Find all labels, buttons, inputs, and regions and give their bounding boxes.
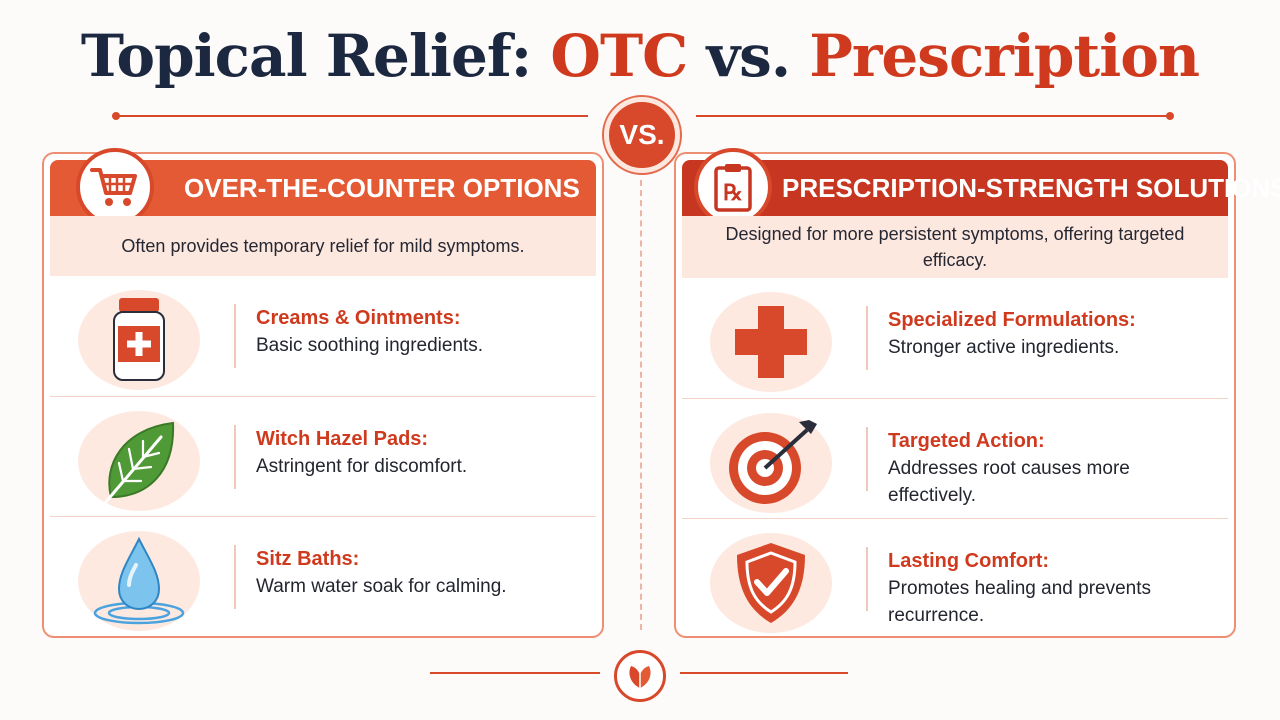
row-separator [866, 306, 868, 370]
rx-heading: PRESCRIPTION-STRENGTH SOLUTIONS [782, 172, 1280, 203]
row-text: Specialized Formulations: Stronger activ… [888, 306, 1218, 361]
item-title: Witch Hazel Pads: [256, 428, 429, 450]
title-part-vs: vs. [687, 22, 810, 90]
item-title: Lasting Comfort: [888, 550, 1050, 572]
leaves-icon [614, 650, 666, 702]
ointment-jar-icon [78, 290, 200, 390]
item-description: Addresses root causes more effectively. [888, 458, 1130, 506]
rx-intro: Designed for more persistent symptoms, o… [682, 216, 1228, 278]
vs-label: VS. [619, 119, 665, 150]
center-divider [640, 180, 642, 630]
item-description: Promotes healing and prevents recurrence… [888, 578, 1151, 626]
item-description: Stronger active ingredients. [888, 337, 1120, 358]
target-icon [710, 413, 832, 513]
row-text: Lasting Comfort: Promotes healing and pr… [888, 547, 1218, 629]
water-drop-icon [78, 531, 200, 631]
otc-intro-text: Often provides temporary relief for mild… [121, 236, 525, 256]
row-text: Creams & Ointments: Basic soothing ingre… [256, 304, 586, 359]
rule-dot-left [112, 112, 120, 120]
rx-intro-text: Designed for more persistent symptoms, o… [725, 224, 1185, 270]
item-description: Basic soothing ingredients. [256, 335, 484, 356]
title-part-1: Topical Relief: [80, 22, 551, 90]
item-title: Targeted Action: [888, 430, 1045, 452]
row-separator [234, 425, 236, 489]
list-item: Creams & Ointments: Basic soothing ingre… [50, 276, 596, 396]
row-separator [234, 545, 236, 609]
footer-rule-left [430, 672, 600, 674]
otc-intro: Often provides temporary relief for mild… [50, 216, 596, 276]
list-item: Specialized Formulations: Stronger activ… [682, 278, 1228, 398]
shield-check-icon [710, 533, 832, 633]
list-item: Lasting Comfort: Promotes healing and pr… [682, 518, 1228, 638]
item-description: Astringent for discomfort. [256, 456, 468, 477]
shopping-cart-icon [76, 148, 154, 226]
item-title: Creams & Ointments: [256, 307, 461, 329]
item-description: Warm water soak for calming. [256, 576, 507, 597]
otc-banner: OVER-THE-COUNTER OPTIONS [50, 148, 596, 226]
list-item: Witch Hazel Pads: Astringent for discomf… [50, 396, 596, 516]
list-item: Sitz Baths: Warm water soak for calming. [50, 516, 596, 636]
medical-cross-icon [710, 292, 832, 392]
title-rule-right [696, 115, 1168, 117]
leaf-icon [78, 411, 200, 511]
page-title: Topical Relief: OTC vs. Prescription [0, 22, 1280, 90]
row-separator [866, 547, 868, 611]
row-text: Sitz Baths: Warm water soak for calming. [256, 545, 586, 600]
title-rule-left [118, 115, 588, 117]
list-item: Targeted Action: Addresses root causes m… [682, 398, 1228, 518]
item-title: Specialized Formulations: [888, 309, 1136, 331]
row-separator [234, 304, 236, 368]
vs-badge: VS. [604, 97, 680, 173]
rule-dot-right [1166, 112, 1174, 120]
row-text: Witch Hazel Pads: Astringent for discomf… [256, 425, 586, 480]
otc-heading: OVER-THE-COUNTER OPTIONS [184, 172, 580, 203]
row-separator [866, 427, 868, 491]
rx-panel: ℞ PRESCRIPTION-STRENGTH SOLUTIONS Design… [674, 148, 1280, 638]
title-part-otc: OTC [550, 22, 688, 90]
item-title: Sitz Baths: [256, 548, 360, 570]
svg-text:℞: ℞ [723, 180, 743, 206]
rx-banner: ℞ PRESCRIPTION-STRENGTH SOLUTIONS [682, 148, 1280, 226]
row-text: Targeted Action: Addresses root causes m… [888, 427, 1218, 509]
title-part-prescription: Prescription [809, 22, 1200, 90]
prescription-clipboard-icon: ℞ [694, 148, 772, 226]
footer-rule-right [680, 672, 848, 674]
otc-panel: OVER-THE-COUNTER OPTIONS Often provides … [42, 148, 604, 638]
